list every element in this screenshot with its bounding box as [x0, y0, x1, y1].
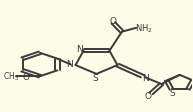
Text: N: N [76, 45, 83, 54]
Text: O: O [144, 91, 151, 100]
Text: N: N [142, 73, 149, 82]
Text: NH$_2$: NH$_2$ [135, 22, 152, 35]
Text: O: O [23, 72, 30, 81]
Text: N: N [66, 60, 73, 69]
Text: O: O [110, 16, 117, 25]
Text: S: S [93, 73, 98, 82]
Text: CH$_3$: CH$_3$ [3, 70, 19, 83]
Text: S: S [169, 88, 175, 97]
